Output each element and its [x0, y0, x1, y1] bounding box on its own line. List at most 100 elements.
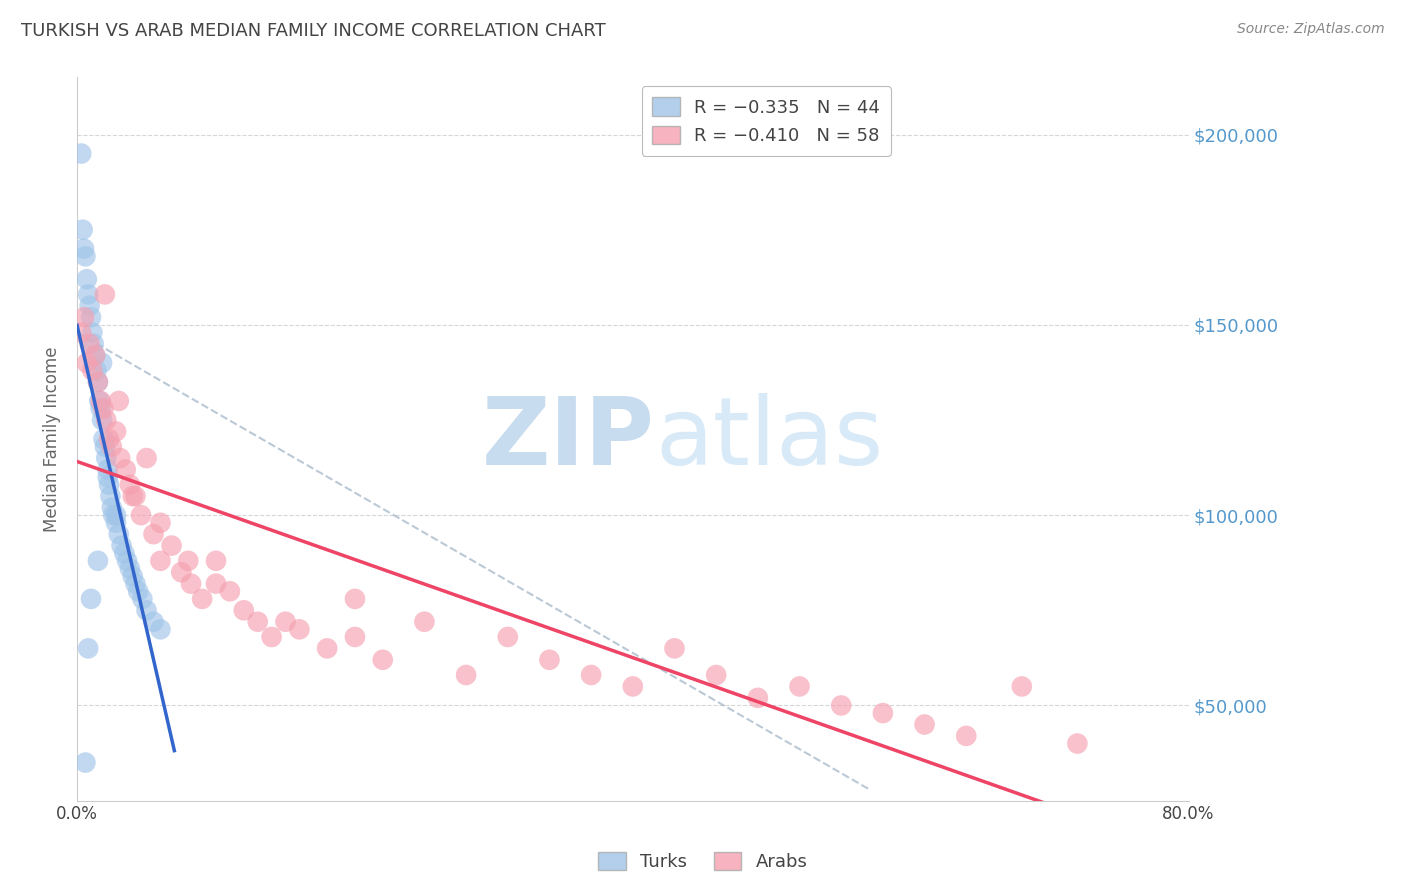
Point: [94, 287, 117, 301]
Point: [142, 615, 165, 629]
Point: [104, 425, 127, 439]
Point: [97, 462, 120, 476]
Point: [260, 630, 283, 644]
Point: [170, 566, 193, 580]
Point: [131, 591, 153, 606]
Point: [343, 630, 366, 644]
Point: [127, 584, 149, 599]
Point: [76, 356, 98, 370]
Point: [107, 527, 129, 541]
Point: [274, 615, 297, 629]
Point: [1011, 680, 1033, 694]
Point: [288, 623, 311, 637]
Point: [77, 287, 100, 301]
Point: [160, 539, 183, 553]
Text: atlas: atlas: [655, 393, 883, 485]
Point: [112, 546, 135, 560]
Point: [343, 591, 366, 606]
Text: Source: ZipAtlas.com: Source: ZipAtlas.com: [1237, 22, 1385, 37]
Point: [149, 554, 172, 568]
Point: [84, 348, 107, 362]
Point: [704, 668, 727, 682]
Point: [118, 477, 141, 491]
Point: [142, 527, 165, 541]
Point: [82, 363, 104, 377]
Text: ZIP: ZIP: [482, 393, 655, 485]
Point: [91, 413, 114, 427]
Point: [103, 508, 125, 523]
Point: [121, 569, 143, 583]
Point: [129, 508, 152, 523]
Point: [96, 451, 118, 466]
Point: [118, 561, 141, 575]
Legend: R = −0.335   N = 44, R = −0.410   N = 58: R = −0.335 N = 44, R = −0.410 N = 58: [641, 87, 891, 156]
Point: [87, 554, 110, 568]
Point: [97, 470, 120, 484]
Point: [104, 508, 127, 523]
Point: [205, 554, 228, 568]
Point: [664, 641, 686, 656]
Point: [75, 756, 97, 770]
Point: [955, 729, 977, 743]
Point: [79, 337, 101, 351]
Point: [872, 706, 894, 720]
Point: [70, 326, 93, 340]
Point: [101, 440, 124, 454]
Point: [91, 356, 114, 370]
Point: [104, 516, 127, 530]
Point: [914, 717, 936, 731]
Point: [149, 516, 172, 530]
Point: [456, 668, 478, 682]
Point: [96, 413, 118, 427]
Point: [90, 401, 112, 416]
Point: [89, 394, 111, 409]
Point: [93, 401, 115, 416]
Point: [191, 591, 214, 606]
Point: [100, 489, 122, 503]
Point: [135, 451, 157, 466]
Point: [70, 146, 93, 161]
Point: [101, 500, 124, 515]
Point: [98, 477, 121, 491]
Point: [316, 641, 339, 656]
Point: [87, 375, 110, 389]
Point: [177, 554, 200, 568]
Point: [84, 348, 107, 362]
Point: [114, 462, 136, 476]
Point: [83, 337, 105, 351]
Point: [789, 680, 811, 694]
Point: [496, 630, 519, 644]
Point: [205, 576, 228, 591]
Point: [232, 603, 254, 617]
Point: [621, 680, 644, 694]
Point: [107, 394, 129, 409]
Point: [73, 310, 96, 325]
Point: [149, 623, 172, 637]
Point: [180, 576, 202, 591]
Point: [90, 394, 112, 409]
Y-axis label: Median Family Income: Median Family Income: [44, 346, 60, 532]
Point: [94, 440, 117, 454]
Point: [747, 690, 769, 705]
Point: [371, 653, 394, 667]
Point: [1066, 737, 1088, 751]
Point: [219, 584, 242, 599]
Point: [72, 222, 94, 236]
Point: [93, 432, 115, 446]
Point: [80, 591, 103, 606]
Point: [82, 326, 104, 340]
Text: TURKISH VS ARAB MEDIAN FAMILY INCOME CORRELATION CHART: TURKISH VS ARAB MEDIAN FAMILY INCOME COR…: [21, 22, 606, 40]
Point: [124, 576, 146, 591]
Point: [98, 432, 121, 446]
Point: [579, 668, 602, 682]
Point: [413, 615, 436, 629]
Point: [246, 615, 269, 629]
Point: [124, 489, 146, 503]
Point: [86, 363, 108, 377]
Point: [108, 451, 131, 466]
Point: [76, 272, 98, 286]
Point: [121, 489, 143, 503]
Point: [79, 299, 101, 313]
Point: [80, 310, 103, 325]
Point: [135, 603, 157, 617]
